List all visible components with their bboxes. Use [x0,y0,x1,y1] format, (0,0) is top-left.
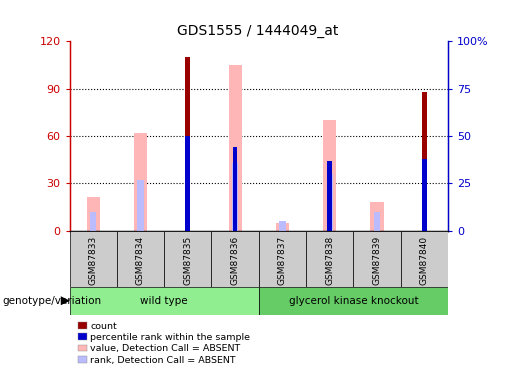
Bar [87,198,100,231]
Text: wild type: wild type [141,296,188,306]
Bar [232,163,238,231]
Bar [134,133,147,231]
Text: GSM87839: GSM87839 [372,236,382,285]
Bar [323,120,336,231]
Bar [164,231,212,287]
Bar [370,202,384,231]
Bar [259,287,448,315]
Bar [185,57,190,231]
Bar [276,223,289,231]
Text: GSM87838: GSM87838 [325,236,334,285]
Text: GSM87833: GSM87833 [89,236,98,285]
Bar [328,160,332,231]
Text: GSM87840: GSM87840 [420,236,429,285]
Text: GSM87836: GSM87836 [231,236,239,285]
Text: GSM87834: GSM87834 [136,236,145,285]
Bar [212,231,259,287]
Bar [374,211,380,231]
Bar [70,231,117,287]
Bar [279,221,285,231]
Bar [229,65,242,231]
Legend: count, percentile rank within the sample, value, Detection Call = ABSENT, rank, : count, percentile rank within the sample… [74,318,254,368]
Text: GSM87835: GSM87835 [183,236,192,285]
Bar [185,136,190,231]
Bar [90,211,96,231]
Bar [259,231,306,287]
Text: genotype/variation: genotype/variation [3,296,101,306]
Bar [353,231,401,287]
Bar [306,231,353,287]
Bar [422,92,427,231]
Bar [401,231,448,287]
Bar [233,147,237,231]
Bar [70,287,259,315]
Text: GDS1555 / 1444049_at: GDS1555 / 1444049_at [177,24,338,38]
Bar [138,180,144,231]
Bar [422,159,427,231]
Bar [327,174,333,231]
Text: glycerol kinase knockout: glycerol kinase knockout [288,296,418,306]
Polygon shape [61,296,70,305]
Text: GSM87837: GSM87837 [278,236,287,285]
Bar [117,231,164,287]
